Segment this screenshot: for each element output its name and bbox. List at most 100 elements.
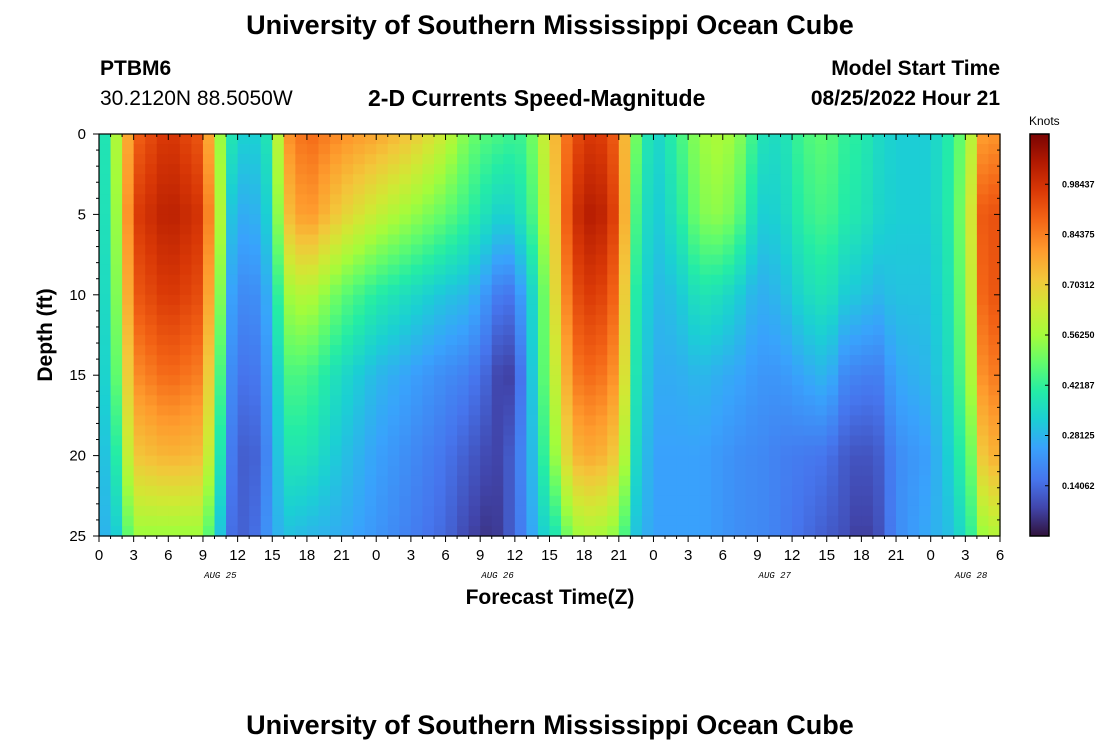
heatmap-cell	[145, 395, 158, 406]
heatmap-cell	[145, 144, 158, 155]
heatmap-cell	[341, 134, 354, 145]
heatmap-cell	[953, 355, 966, 366]
heatmap-cell	[226, 405, 239, 416]
heatmap-cell	[514, 355, 527, 366]
heatmap-cell	[202, 395, 216, 406]
heatmap-cell	[330, 335, 343, 346]
heatmap-cell	[965, 475, 978, 487]
heatmap-cell	[988, 415, 1001, 427]
heatmap-cell	[249, 224, 262, 236]
heatmap-cell	[364, 345, 377, 356]
heatmap-cell	[688, 244, 701, 256]
heatmap-cell	[849, 485, 862, 497]
heatmap-cell	[561, 264, 574, 276]
heatmap-cell	[572, 294, 585, 306]
heatmap-cell	[884, 475, 897, 487]
heatmap-cell	[688, 455, 701, 467]
heatmap-cell	[202, 505, 216, 517]
heatmap-cell	[399, 254, 412, 266]
heatmap-cell	[815, 134, 828, 145]
heatmap-cell	[584, 415, 597, 427]
heatmap-cell	[988, 435, 1001, 447]
heatmap-cell	[133, 324, 146, 336]
heatmap-cell	[919, 405, 932, 416]
heatmap-cell	[849, 234, 862, 246]
heatmap-cell	[376, 365, 389, 376]
heatmap-cell	[665, 345, 678, 356]
heatmap-cell	[722, 475, 735, 487]
heatmap-cell	[341, 515, 354, 527]
heatmap-cell	[896, 214, 909, 226]
heatmap-cell	[295, 184, 308, 195]
heatmap-cell	[745, 264, 759, 276]
heatmap-cell	[757, 204, 770, 215]
heatmap-cell	[168, 355, 181, 366]
heatmap-cell	[399, 214, 412, 226]
heatmap-cell	[226, 395, 239, 406]
heatmap-cell	[780, 465, 793, 477]
heatmap-cell	[145, 415, 158, 427]
heatmap-cell	[595, 395, 608, 406]
heatmap-cell	[457, 445, 470, 457]
heatmap-cell	[595, 134, 608, 145]
heatmap-cell	[468, 194, 481, 205]
heatmap-cell	[572, 395, 585, 406]
heatmap-cell	[734, 254, 747, 266]
heatmap-cell	[561, 445, 574, 457]
heatmap-cell	[803, 355, 816, 366]
heatmap-cell	[757, 505, 770, 517]
heatmap-cell	[376, 254, 389, 266]
heatmap-cell	[757, 345, 770, 356]
heatmap-cell	[133, 425, 146, 437]
heatmap-cell	[665, 304, 678, 316]
heatmap-cell	[907, 425, 920, 437]
heatmap-cell	[665, 224, 678, 236]
heatmap-cell	[849, 495, 862, 507]
heatmap-cell	[688, 515, 701, 527]
heatmap-cell	[99, 425, 112, 437]
heatmap-cell	[699, 214, 712, 226]
heatmap-cell	[133, 164, 146, 175]
heatmap-cell	[942, 284, 955, 296]
heatmap-cell	[272, 254, 285, 266]
heatmap-cell	[861, 274, 874, 286]
heatmap-cell	[156, 154, 169, 165]
heatmap-cell	[283, 365, 296, 376]
heatmap-cell	[445, 445, 458, 457]
heatmap-cell	[607, 435, 620, 447]
heatmap-cell	[260, 144, 273, 155]
heatmap-cell	[272, 515, 285, 527]
heatmap-cell	[480, 324, 493, 336]
heatmap-cell	[480, 515, 493, 527]
heatmap-cell	[919, 164, 932, 175]
heatmap-cell	[815, 194, 828, 205]
heatmap-cell	[410, 355, 424, 366]
heatmap-cell	[618, 154, 631, 165]
heatmap-cell	[653, 234, 666, 246]
heatmap-cell	[376, 525, 389, 537]
heatmap-cell	[179, 274, 193, 286]
heatmap-cell	[491, 134, 504, 145]
heatmap-cell	[341, 405, 354, 416]
heatmap-cell	[202, 204, 216, 215]
heatmap-cell	[965, 425, 978, 437]
heatmap-cell	[122, 144, 135, 155]
heatmap-cell	[422, 274, 435, 286]
date-label: AUG 25	[203, 571, 237, 581]
heatmap-cell	[919, 144, 932, 155]
heatmap-cell	[976, 204, 990, 215]
heatmap-cell	[826, 264, 839, 276]
heatmap-cell	[260, 485, 273, 497]
heatmap-cell	[884, 465, 897, 477]
heatmap-cell	[480, 314, 493, 326]
heatmap-cell	[249, 515, 262, 527]
heatmap-cell	[491, 465, 504, 477]
heatmap-cell	[803, 324, 816, 336]
heatmap-cell	[457, 515, 470, 527]
heatmap-cell	[514, 525, 527, 537]
heatmap-cell	[330, 385, 343, 396]
heatmap-cell	[861, 415, 874, 427]
heatmap-cell	[491, 505, 504, 517]
heatmap-cell	[630, 294, 643, 306]
heatmap-cell	[468, 465, 481, 477]
